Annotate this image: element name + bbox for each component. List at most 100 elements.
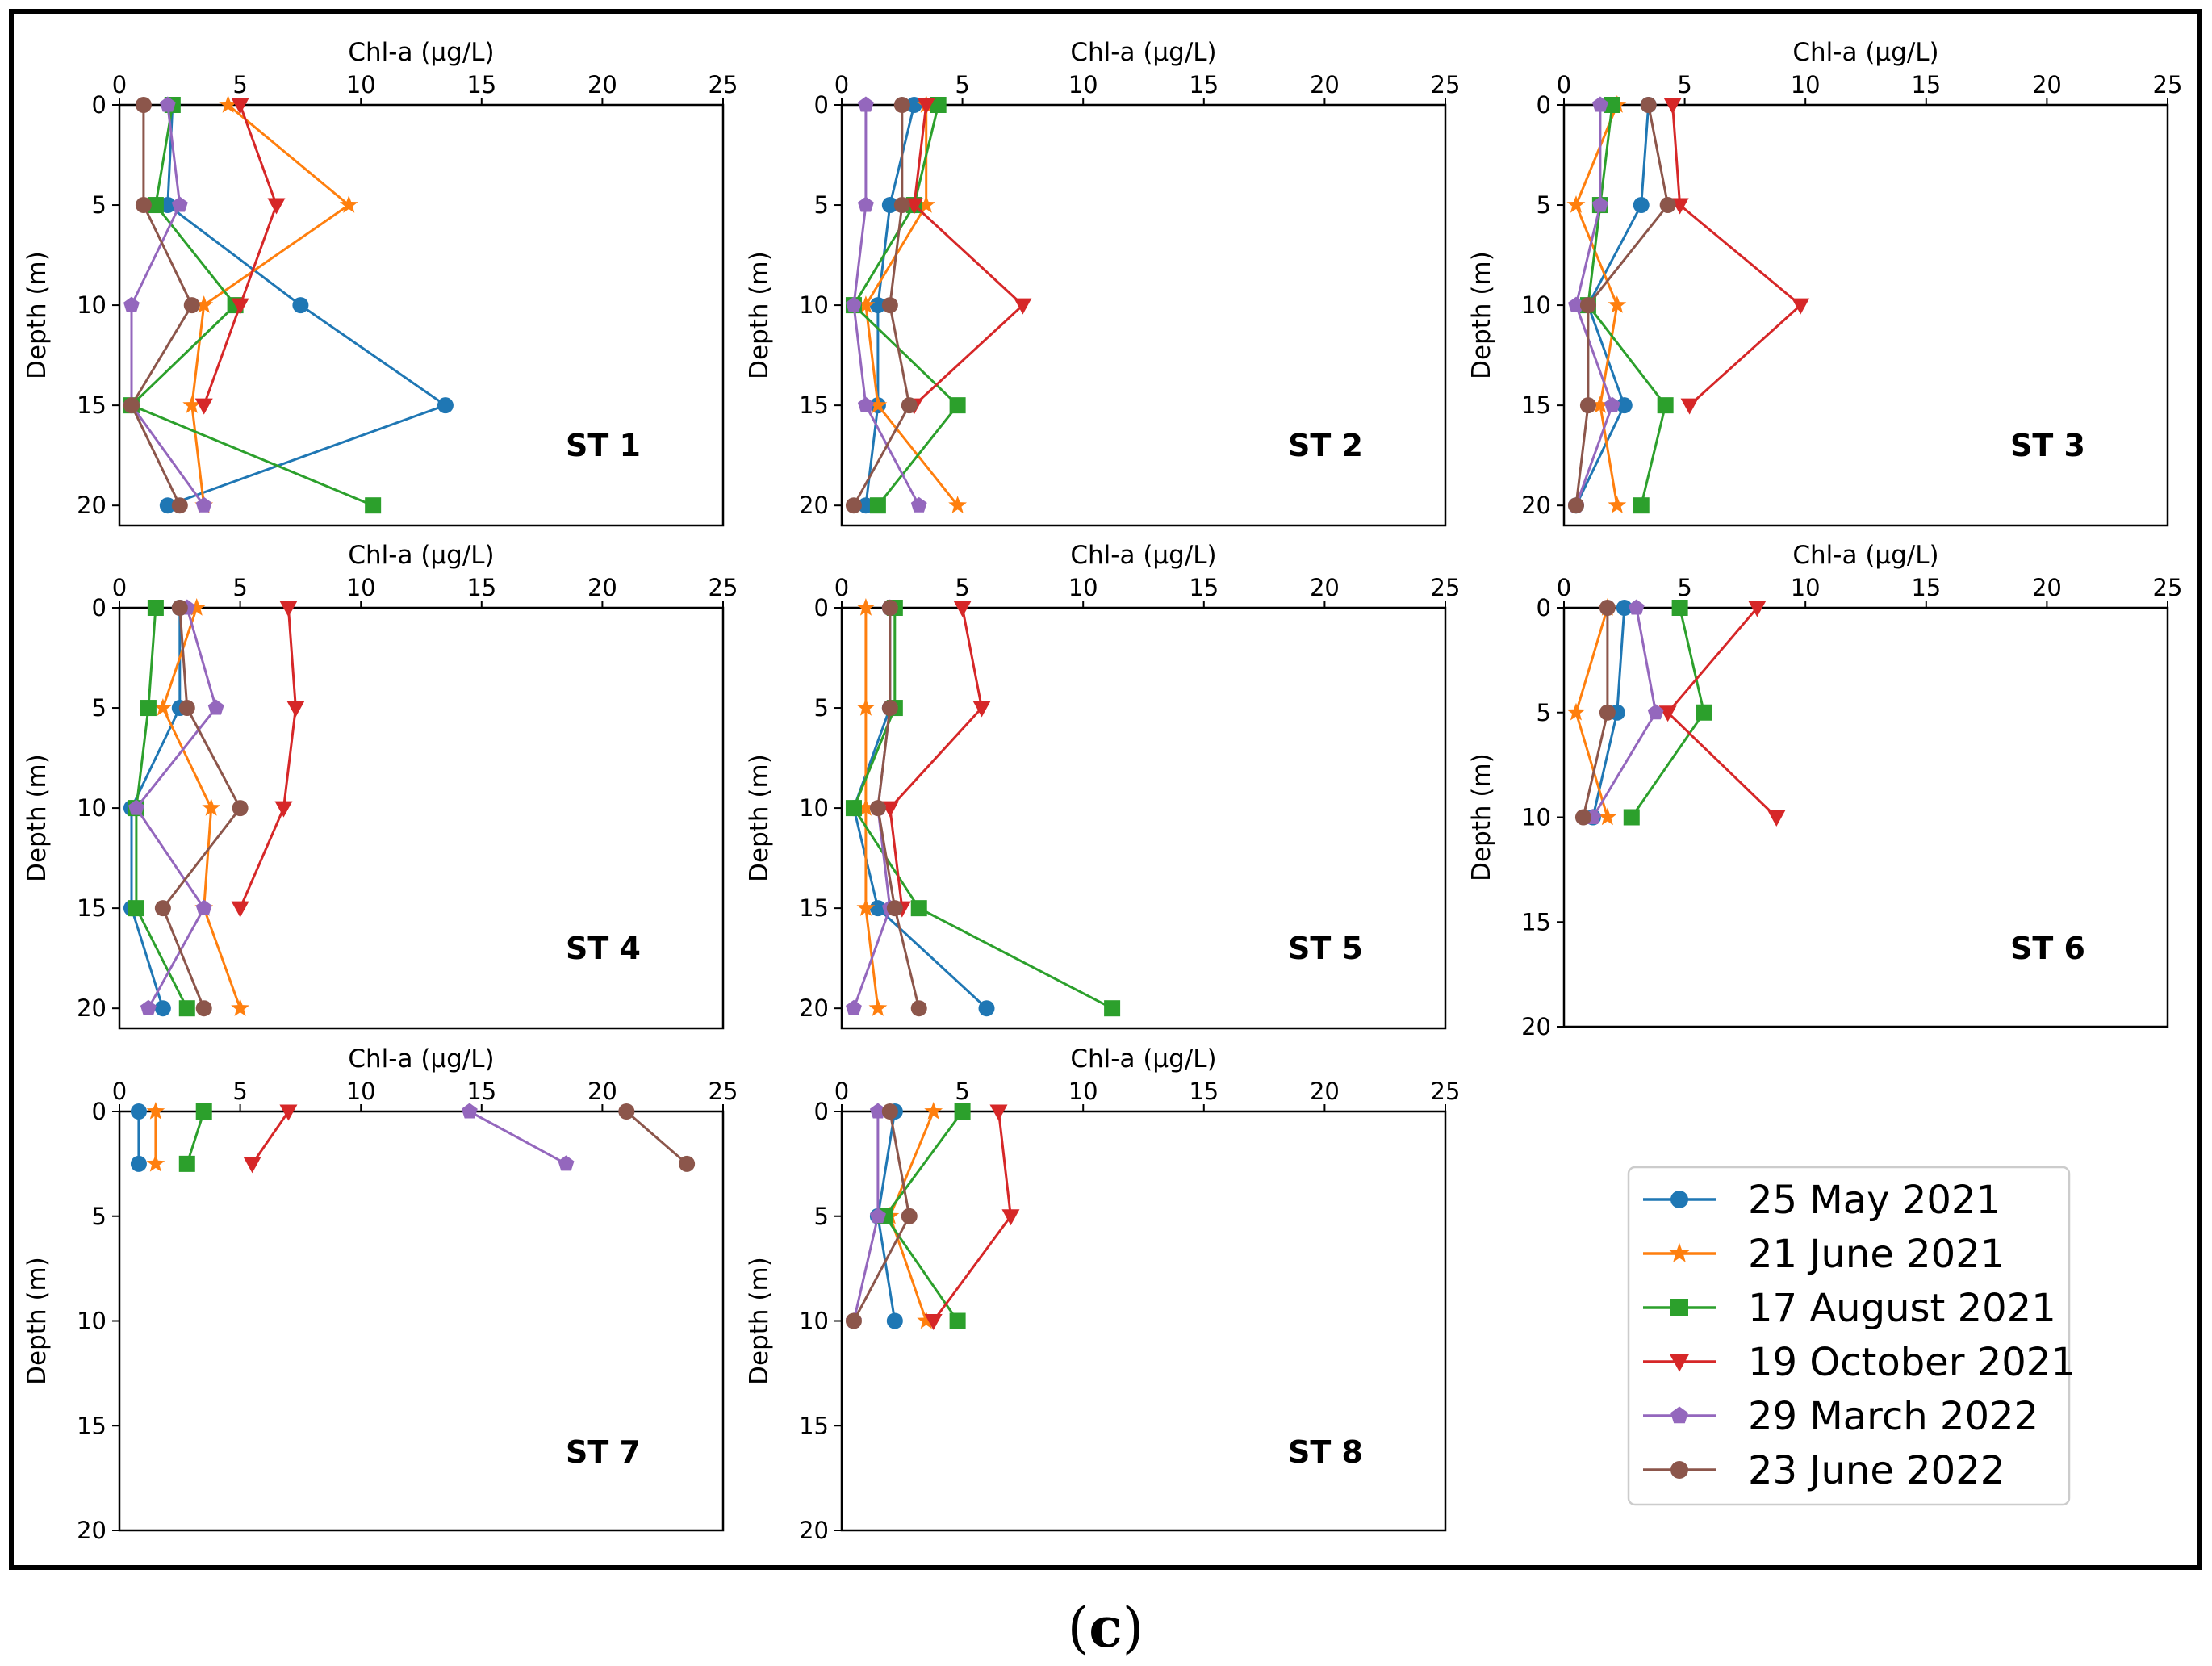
x-tick-label: 20 [2032,71,2062,98]
x-tick-label: 5 [955,1078,969,1105]
data-point [194,398,213,415]
plot-area [1562,103,2169,527]
x-tick-label: 20 [1310,71,1340,98]
data-point [187,598,207,616]
data-point [274,801,293,818]
data-point [1670,198,1689,215]
x-tick-label: 10 [346,71,376,98]
data-point [1574,809,1591,826]
data-point [182,396,202,413]
series-19-october-2021 [194,98,286,415]
y-tick-label: 0 [1537,91,1551,119]
station-label: ST 7 [566,1434,641,1470]
y-tick-label: 5 [92,694,107,722]
y-tick-label: 20 [77,1517,107,1544]
y-tick-label: 0 [1537,594,1551,622]
caption-open-paren: ( [1068,1597,1089,1660]
data-point [219,95,238,113]
data-point [893,197,910,214]
data-point [857,196,874,212]
caption-letter: c [1089,1596,1122,1660]
series-23-june-2022 [1574,600,1616,826]
x-tick-label: 15 [466,574,496,601]
data-point [901,397,918,414]
data-point [1608,295,1627,313]
data-point [881,700,898,717]
data-point [128,900,144,917]
data-point [905,97,922,113]
x-tick-label: 25 [2153,71,2183,98]
data-point [948,496,967,513]
y-tick-label: 20 [799,994,829,1022]
data-point [1623,809,1640,826]
data-point [846,999,862,1015]
data-point [202,798,221,816]
station-label: ST 6 [2010,931,2085,966]
data-point [1633,497,1650,514]
legend-item: 19 October 2021 [1643,1340,2076,1385]
data-point [868,396,888,413]
x-tick-label: 5 [955,574,969,601]
data-point [147,197,164,214]
data-point [154,1000,171,1017]
data-point [856,798,876,816]
y-axis-label: Depth (m) [1467,251,1496,379]
data-point [279,1104,298,1121]
panel-st8: 0 5 10 15 20 25 Chl-a (µg/L) 0 5 10 15 20 Depth (m) S… [745,1044,1460,1544]
data-point [1748,601,1767,617]
plot-area [840,103,1447,527]
legend: 25 May 2021 21 June 2021 17 August 2021 19 … [1627,1166,2076,1506]
series-21-june-2021 [146,1102,165,1172]
panel-st2: 0 5 10 15 20 25 Chl-a (µg/L) 0 5 10 15 20 Depth (m) S… [745,38,1460,527]
x-tick-label: 20 [1310,574,1340,601]
x-tick-label: 15 [1189,1078,1219,1105]
y-tick-label: 5 [92,191,107,219]
data-point [869,1208,886,1224]
data-point [881,1103,898,1120]
y-tick-label: 20 [799,492,829,519]
y-axis-label: Depth (m) [1467,753,1496,881]
data-point [1616,397,1633,414]
data-point [1566,195,1586,213]
station-label: ST 2 [1288,428,1363,463]
series-29-march-2022 [1568,96,1620,513]
data-point [856,898,876,916]
y-tick-label: 5 [1537,191,1551,219]
data-point [267,198,286,215]
x-tick-label: 10 [1068,1078,1098,1105]
data-point [989,1104,1008,1121]
series-17-august-2021 [1623,600,1712,826]
data-point [846,296,862,312]
series-23-june-2022 [845,97,918,514]
x-axis-label: Chl-a (µg/L) [1070,541,1216,570]
plot-area [118,606,725,1030]
legend-box [1627,1166,2071,1506]
data-point [1680,398,1699,415]
data-point [901,1208,918,1224]
series-19-october-2021 [243,1104,298,1174]
data-point [1568,296,1584,312]
data-point [881,600,898,616]
data-point [972,701,991,718]
panel-st1: 0 5 10 15 20 25 Chl-a (µg/L) 0 5 10 15 20 Depth (m) S… [23,38,738,527]
y-tick-label: 15 [799,894,829,922]
legend-label: 23 June 2022 [1748,1448,2005,1493]
data-point [905,198,923,215]
data-point [924,1102,943,1120]
x-axis-label: Chl-a (µg/L) [348,541,494,570]
series-21-june-2021 [856,598,888,1016]
y-axis-label: Depth (m) [23,754,52,882]
x-tick-label: 5 [232,1078,247,1105]
legend-item: 23 June 2022 [1643,1448,2005,1493]
data-point [140,999,157,1015]
data-point [1014,298,1032,315]
data-point [171,196,188,212]
y-axis-label: Depth (m) [23,1257,52,1385]
data-point [130,1155,147,1172]
series-19-october-2021 [1663,98,1810,415]
x-tick-label: 25 [709,1078,738,1105]
data-point [171,497,188,514]
data-point [178,1155,195,1172]
data-point [869,297,886,314]
data-point [1696,704,1712,721]
